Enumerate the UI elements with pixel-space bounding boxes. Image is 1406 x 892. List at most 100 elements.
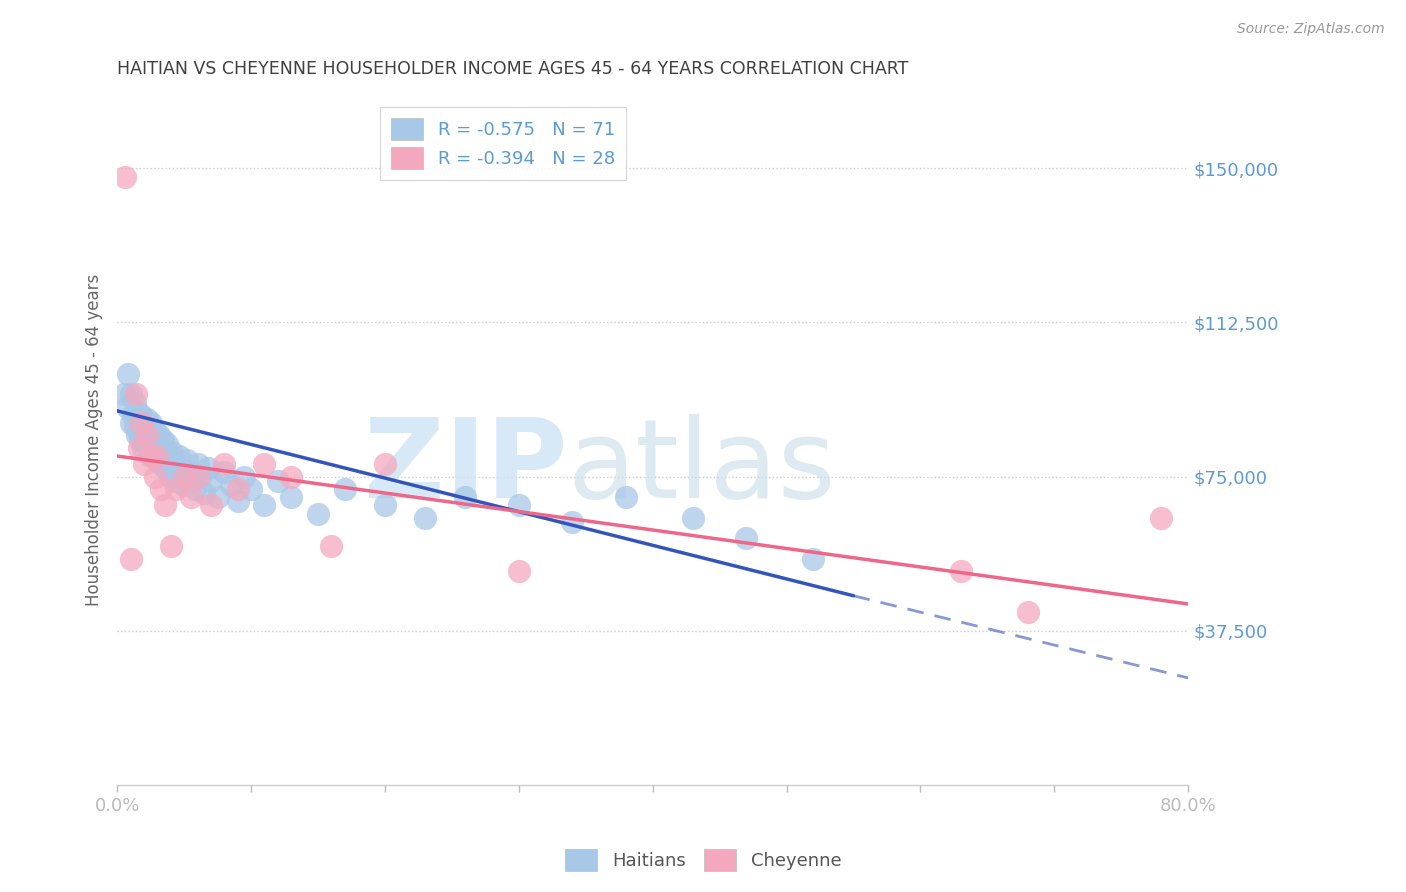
Point	[120, 387, 142, 401]
Point	[155, 461, 177, 475]
Point	[214, 457, 236, 471]
Point	[454, 490, 477, 504]
Point	[124, 395, 146, 409]
Point	[180, 490, 202, 504]
Point	[136, 428, 159, 442]
Point	[682, 510, 704, 524]
Point	[508, 564, 530, 578]
Point	[159, 540, 181, 554]
Text: Source: ZipAtlas.com: Source: ZipAtlas.com	[1237, 22, 1385, 37]
Point	[163, 457, 186, 471]
Point	[131, 441, 153, 455]
Point	[150, 457, 173, 471]
Point	[115, 400, 138, 414]
Point	[170, 461, 193, 475]
Point	[280, 490, 302, 504]
Point	[132, 457, 155, 471]
Point	[186, 469, 208, 483]
Point	[200, 474, 222, 488]
Point	[142, 449, 165, 463]
Text: atlas: atlas	[567, 414, 835, 521]
Point	[139, 416, 162, 430]
Point	[132, 428, 155, 442]
Point	[240, 482, 263, 496]
Point	[253, 457, 276, 471]
Point	[165, 474, 187, 488]
Point	[193, 486, 215, 500]
Point	[173, 477, 195, 491]
Point	[114, 169, 136, 184]
Point	[148, 428, 170, 442]
Point	[143, 469, 166, 483]
Point	[186, 457, 208, 471]
Point	[129, 416, 152, 430]
Point	[135, 436, 157, 450]
Point	[160, 445, 183, 459]
Point	[143, 436, 166, 450]
Point	[233, 469, 256, 483]
Point	[735, 531, 758, 545]
Point	[307, 507, 329, 521]
Point	[173, 469, 195, 483]
Point	[124, 420, 146, 434]
Point	[165, 482, 187, 496]
Point	[253, 499, 276, 513]
Point	[280, 469, 302, 483]
Point	[138, 441, 160, 455]
Point	[122, 408, 145, 422]
Text: ZIP: ZIP	[364, 414, 567, 521]
Point	[157, 453, 180, 467]
Point	[180, 466, 202, 480]
Point	[132, 416, 155, 430]
Point	[176, 453, 198, 467]
Point	[127, 428, 149, 442]
Point	[150, 482, 173, 496]
Legend: R = -0.575   N = 71, R = -0.394   N = 28: R = -0.575 N = 71, R = -0.394 N = 28	[380, 107, 626, 180]
Point	[129, 433, 152, 447]
Point	[561, 515, 583, 529]
Point	[267, 474, 290, 488]
Point	[1017, 605, 1039, 619]
Point	[614, 490, 637, 504]
Point	[120, 416, 142, 430]
Point	[207, 490, 229, 504]
Point	[117, 367, 139, 381]
Point	[159, 469, 181, 483]
Point	[129, 425, 152, 439]
Point	[508, 499, 530, 513]
Point	[153, 449, 176, 463]
Point	[167, 449, 190, 463]
Legend: Haitians, Cheyenne: Haitians, Cheyenne	[558, 842, 848, 879]
Point	[135, 428, 157, 442]
Point	[214, 466, 236, 480]
Point	[219, 477, 242, 491]
Point	[321, 540, 343, 554]
Point	[120, 551, 142, 566]
Point	[184, 482, 207, 496]
Point	[149, 441, 172, 455]
Point	[139, 449, 162, 463]
Point	[125, 387, 148, 401]
Point	[226, 494, 249, 508]
Point	[135, 412, 157, 426]
Point	[141, 433, 163, 447]
Point	[146, 449, 169, 463]
Point	[333, 482, 356, 496]
Point	[128, 441, 150, 455]
Point	[801, 551, 824, 566]
Point	[143, 425, 166, 439]
Point	[413, 510, 436, 524]
Point	[146, 453, 169, 467]
Point	[949, 564, 972, 578]
Point	[374, 499, 396, 513]
Point	[374, 457, 396, 471]
Point	[1150, 510, 1173, 524]
Point	[155, 499, 177, 513]
Point	[188, 469, 211, 483]
Point	[134, 420, 156, 434]
Point	[152, 433, 174, 447]
Point	[197, 461, 219, 475]
Point	[129, 408, 152, 422]
Point	[156, 436, 179, 450]
Point	[128, 416, 150, 430]
